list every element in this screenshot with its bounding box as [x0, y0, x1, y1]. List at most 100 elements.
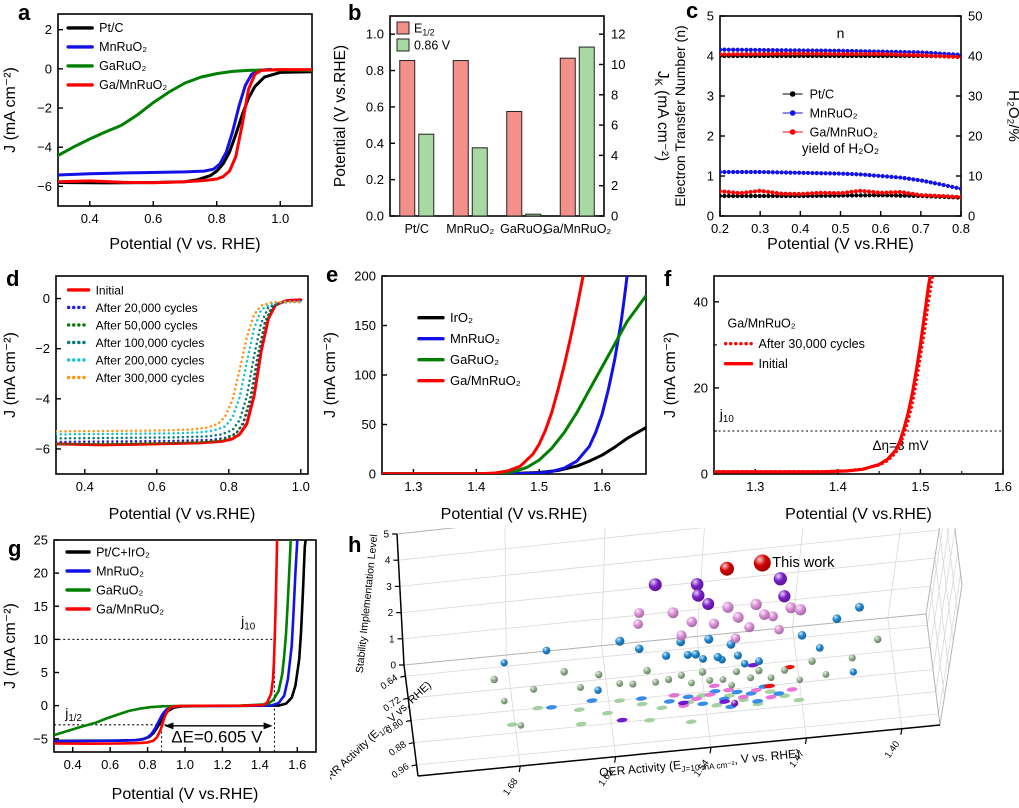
- y-tick-label: 200: [354, 269, 376, 284]
- axis-line: [396, 533, 405, 666]
- flat-datapoint: [747, 662, 759, 668]
- series-Ga/MnRuO₂ yield: [720, 188, 961, 200]
- right-tick-label: 0: [968, 209, 975, 224]
- y-tick-label: 0: [707, 209, 714, 224]
- z-tick-label: 4: [385, 556, 391, 567]
- legend-label: E1/2: [414, 22, 435, 38]
- flat-datapoint: [764, 683, 775, 689]
- legend-label: After 200,000 cycles: [96, 353, 205, 367]
- sphere-datapoint: [713, 652, 722, 662]
- sphere-datapoint: [781, 666, 789, 674]
- grid-line: [954, 528, 963, 586]
- sphere-datapoint: [774, 624, 784, 635]
- panel-letter-b: b: [348, 0, 362, 25]
- flat-datapoint: [532, 705, 544, 711]
- right-tick-label: 10: [611, 57, 625, 72]
- legend-label: MnRuO₂: [810, 106, 858, 120]
- y-tick-label: −6: [35, 441, 50, 456]
- z-tick-label: 2: [388, 608, 394, 619]
- bar-category-label: MnRuO₂: [446, 222, 494, 236]
- sphere-datapoint: [633, 619, 643, 629]
- flat-datapoint: [682, 694, 694, 700]
- annotation-text: ΔE=0.605 V: [171, 728, 263, 747]
- sphere-datapoint: [704, 634, 714, 644]
- y-axis-title: Electron Transfer Number (n): [672, 25, 688, 206]
- legend-label: After 100,000 cycles: [96, 336, 205, 350]
- x-tick-label: 0.4: [791, 221, 809, 236]
- plot-frame: [57, 13, 313, 207]
- x-tick-label: 0.8: [208, 211, 226, 226]
- flat-datapoint: [685, 719, 697, 725]
- y-tick-label: 0.2: [366, 172, 384, 187]
- y-tick-label: 4: [707, 49, 714, 64]
- y-axis-title: J (mA cm⁻²): [2, 332, 19, 418]
- panel-c: c 0.2 0.3 0.4 0.5 0.6 0.7 0.8 0 1 2 3 4 5 0 10 20 30 40 50…: [670, 0, 1019, 258]
- sphere-datapoint: [676, 630, 687, 641]
- flat-datapoint: [506, 722, 518, 727]
- legend-label: Ga/MnRuO₂: [810, 125, 878, 139]
- sphere-datapoint: [732, 611, 744, 623]
- series-Pt/C+IrO₂: [54, 540, 307, 743]
- sphere-datapoint: [822, 671, 830, 678]
- grid-line: [925, 613, 941, 726]
- sphere-datapoint: [733, 651, 742, 660]
- legend-label: IrO₂: [450, 310, 473, 325]
- sphere-datapoint: [706, 676, 714, 684]
- sphere-datapoint: [794, 604, 807, 616]
- bar-e-half: [506, 110, 523, 217]
- right-tick-label: 6: [611, 118, 618, 133]
- y-tick-label: 50: [362, 417, 376, 432]
- y-tick-label: 25: [34, 533, 48, 548]
- grid-line: [925, 528, 941, 615]
- sphere-datapoint: [702, 598, 715, 611]
- series-Ga/MnRuO₂: [720, 51, 961, 60]
- x-tick-label: 0.4: [81, 211, 99, 226]
- sphere-datapoint: [691, 650, 700, 659]
- x-axis-title: Potential (V vs.RHE): [785, 506, 932, 523]
- legend-title: Ga/MnRuO₂: [728, 317, 796, 331]
- bar-jk: [578, 46, 595, 217]
- legend-label: Pt/C+IrO₂: [96, 545, 150, 559]
- legend-label: Ga/MnRuO₂: [96, 602, 164, 616]
- flat-datapoint: [711, 702, 723, 708]
- y-axis-title: J (mA cm⁻²): [2, 603, 19, 689]
- y-tick-label: 1.0: [366, 27, 384, 42]
- flat-datapoint: [731, 689, 743, 695]
- y-tick-label: −2: [35, 341, 50, 356]
- right-axis-title: H₂O₂/%: [1005, 90, 1019, 142]
- right-tick-label: 0: [611, 209, 618, 224]
- flat-datapoint: [663, 699, 675, 704]
- grid-line: [938, 573, 961, 714]
- flat-datapoint: [708, 683, 720, 689]
- sphere-datapoint: [849, 668, 858, 676]
- legend-label: GaRuO₂: [99, 59, 146, 73]
- sphere-datapoint: [517, 722, 525, 729]
- orr-tick: [405, 719, 412, 723]
- series-After 300,000 cycles: [56, 300, 303, 433]
- grid-line: [413, 691, 936, 744]
- sphere-datapoint: [832, 614, 842, 624]
- grid-line: [601, 528, 606, 646]
- flat-datapoint: [691, 696, 703, 702]
- legend-label: After 30,000 cycles: [759, 337, 865, 351]
- x-tick-label: 1.6: [288, 757, 306, 772]
- flat-datapoint: [719, 699, 731, 704]
- sphere-datapoint: [730, 633, 741, 644]
- sphere-datapoint: [758, 609, 770, 620]
- x-tick-label: 0.8: [952, 221, 970, 236]
- right-tick-label: 10: [968, 169, 982, 184]
- series-Pt/C: [58, 70, 312, 185]
- axis-line: [417, 724, 941, 777]
- sphere-datapoint: [719, 676, 727, 683]
- flat-datapoint: [656, 705, 668, 711]
- panel-e: e 1.3 1.4 1.5 1.6 0 50 100 150 200 Potential (V v…: [320, 258, 660, 528]
- orr-tick: [408, 742, 414, 745]
- y-axis-title: Potential (V vs.RHE): [332, 45, 349, 187]
- this-work-label: This work: [772, 555, 835, 571]
- y-tick-label: 0: [41, 698, 48, 713]
- sphere-datapoint: [855, 602, 864, 612]
- sphere-datapoint: [634, 607, 645, 619]
- series-MnRuO₂: [382, 276, 629, 474]
- sphere-datapoint: [767, 674, 775, 682]
- sphere-datapoint: [722, 601, 734, 613]
